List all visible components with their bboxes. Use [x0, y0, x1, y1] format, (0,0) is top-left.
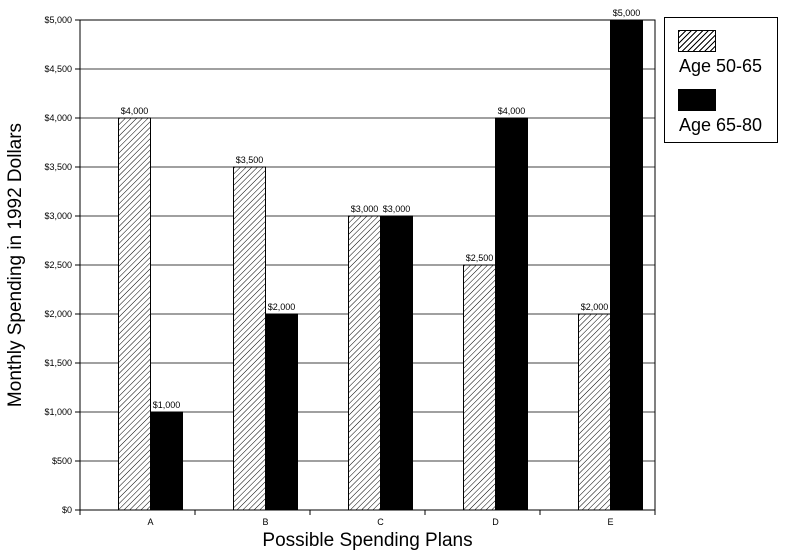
bar-a-series-2 — [150, 411, 183, 511]
data-labels: $4,000 $1,000 $3,500 $2,000 $3,000 $3,000 $2,5… — [121, 8, 641, 410]
x-tick-label: A — [147, 517, 153, 527]
legend-label-age-50-65: Age 50-65 — [679, 56, 763, 76]
x-axis-ticks: A B C D E — [79, 510, 656, 527]
data-label-b-series-1: $3,500 — [236, 155, 264, 165]
y-tick-label: $1,000 — [44, 407, 72, 417]
data-label-e-series-2: $5,000 — [613, 8, 641, 18]
y-tick-label: $1,500 — [44, 358, 72, 368]
bar-b-series-2 — [265, 313, 298, 511]
legend-label-age-65-80: Age 65-80 — [679, 115, 763, 135]
y-tick-label: $500 — [52, 456, 72, 466]
x-tick-label: B — [262, 517, 268, 527]
data-label-a-series-1: $4,000 — [121, 106, 149, 116]
bar-a-series-1 — [118, 117, 151, 511]
legend-swatch-age-65-80 — [678, 89, 716, 111]
data-label-b-series-2: $2,000 — [268, 302, 296, 312]
x-axis-title: Possible Spending Plans — [262, 530, 472, 551]
data-label-d-series-1: $2,500 — [466, 253, 494, 263]
data-label-e-series-1: $2,000 — [581, 302, 609, 312]
data-label-c-series-2: $3,000 — [383, 204, 411, 214]
x-tick-label: E — [607, 517, 613, 527]
bar-e-series-2 — [610, 19, 643, 511]
y-tick-label: $5,000 — [44, 15, 72, 25]
bar-d-series-1 — [463, 264, 496, 511]
bar-c-series-2 — [380, 215, 413, 511]
y-tick-label: $4,500 — [44, 64, 72, 74]
data-label-a-series-2: $1,000 — [153, 400, 181, 410]
bar-e-series-1 — [578, 313, 611, 511]
bar-d-series-2 — [495, 117, 528, 511]
x-tick-label: C — [377, 517, 384, 527]
data-label-d-series-2: $4,000 — [498, 106, 526, 116]
bar-b-series-1 — [233, 166, 266, 511]
plot-area-frame — [79, 19, 656, 511]
x-tick-label: D — [492, 517, 499, 527]
y-tick-label: $2,500 — [44, 260, 72, 270]
y-axis-ticks: $0 $500 $1,000 $1,500 $2,000 $2,500 $3,000 $3,5… — [44, 15, 80, 515]
legend-swatch-age-50-65 — [678, 30, 716, 52]
data-label-c-series-1: $3,000 — [351, 204, 379, 214]
bar-c-series-1 — [348, 215, 381, 511]
legend: Age 50-65 Age 65-80 — [664, 17, 778, 143]
y-tick-label: $4,000 — [44, 113, 72, 123]
y-tick-label: $3,000 — [44, 211, 72, 221]
y-tick-label: $0 — [62, 505, 72, 515]
y-tick-label: $2,000 — [44, 309, 72, 319]
y-axis-title: Monthly Spending in 1992 Dollars — [5, 123, 26, 407]
y-tick-label: $3,500 — [44, 162, 72, 172]
